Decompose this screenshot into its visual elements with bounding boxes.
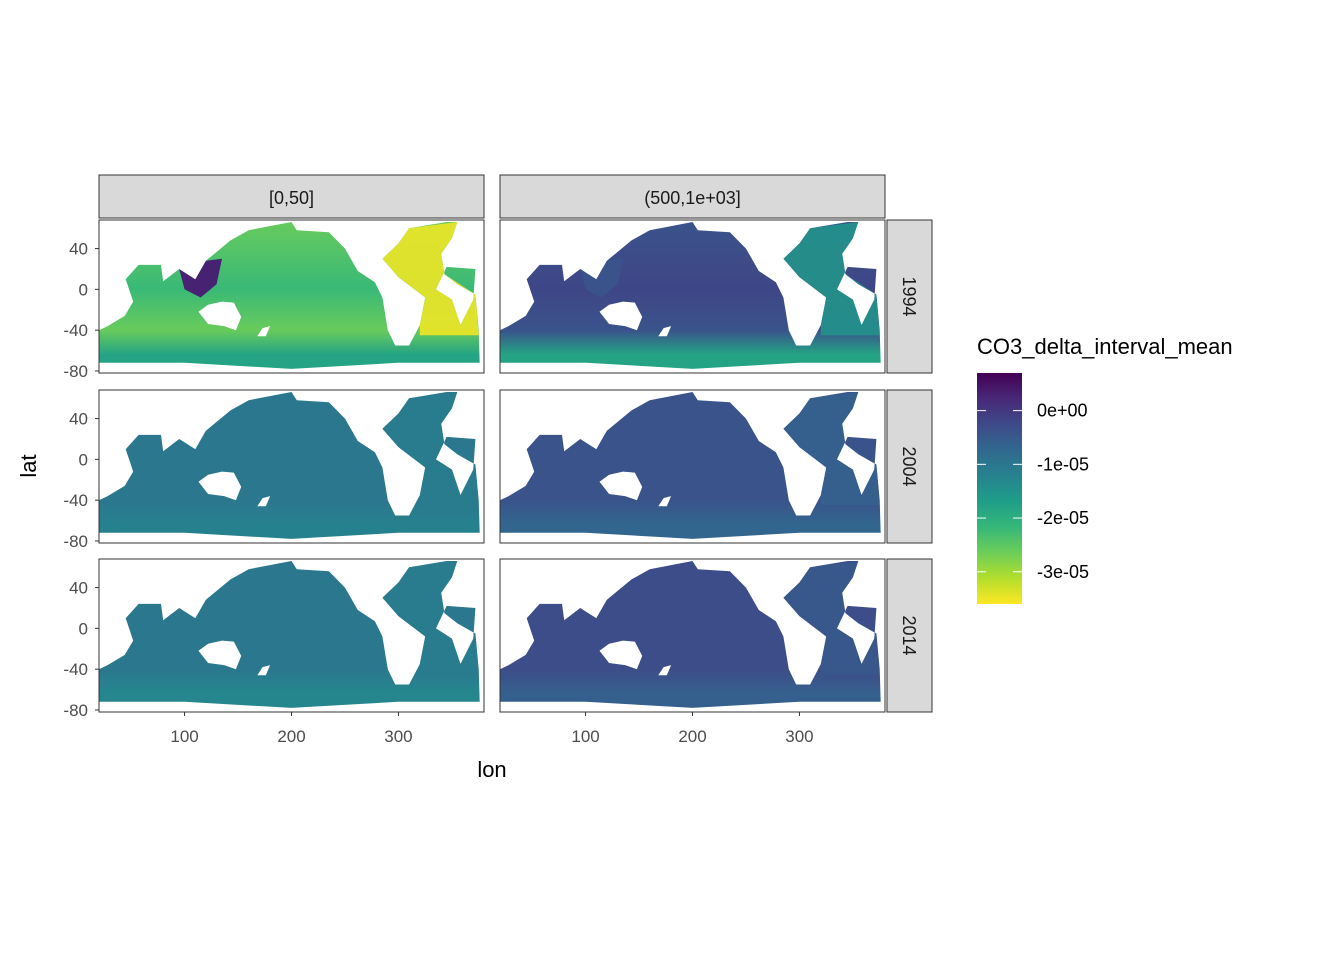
x-tick-label: 100 [571, 727, 599, 746]
column-strip-1 [98, 174, 485, 219]
facet-panels [98, 219, 886, 713]
x-tick-label: 300 [785, 727, 813, 746]
panel-[0,50]-1994 [98, 219, 485, 374]
column-strip-label-2: (500,1e+03] [644, 188, 741, 208]
row-strip-label-3: 2014 [899, 615, 919, 655]
x-tick-label: 200 [277, 727, 305, 746]
x-tick-label: 300 [384, 727, 412, 746]
axes: 40 0 -40 -80 40 0 -40 -80 40 0 -40 -80 100 200 300 100 2… [63, 240, 813, 746]
panel-[0,50]-2014 [98, 558, 485, 713]
y-axis-title: lat [16, 454, 41, 477]
row-strip-2 [886, 389, 933, 544]
x-tick-label: 100 [170, 727, 198, 746]
y-tick-label: -80 [63, 362, 88, 381]
marginal-seas-region [580, 258, 623, 298]
row-strip-3 [886, 558, 933, 713]
row-strip-label-1: 1994 [899, 276, 919, 316]
panel-[0,50]-2004 [98, 389, 485, 544]
colorbar [977, 373, 1022, 604]
marginal-seas-region [580, 597, 623, 637]
y-tick-label: 40 [69, 579, 88, 598]
y-tick-label: -40 [63, 321, 88, 340]
marginal-seas-region [179, 428, 222, 468]
column-strips: [0,50] (500,1e+03] [98, 174, 886, 219]
colorbar-legend: CO3_delta_interval_mean 0e+00 -1e-05 -2e-0… [977, 334, 1233, 604]
y-tick-label: -40 [63, 491, 88, 510]
colorbar-ticks: 0e+00 -1e-05 -2e-05 -3e-05 [977, 401, 1089, 582]
y-tick-label: 0 [79, 450, 88, 469]
y-tick-label: 0 [79, 280, 88, 299]
panel-border [499, 219, 886, 374]
colorbar-tick-label: -1e-05 [1037, 454, 1089, 474]
y-tick-label: -40 [63, 660, 88, 679]
y-tick-label: 40 [69, 240, 88, 259]
panel-border [499, 389, 886, 544]
column-strip-label-1: [0,50] [269, 188, 314, 208]
panel-(500,1e+03]-2004 [499, 389, 886, 544]
panel-(500,1e+03]-1994 [499, 219, 886, 374]
colorbar-tick-label: -3e-05 [1037, 562, 1089, 582]
panel-border [98, 219, 485, 374]
marginal-seas-region [179, 597, 222, 637]
row-strip-1 [886, 219, 933, 374]
panel-border [98, 389, 485, 544]
x-tick-label: 200 [678, 727, 706, 746]
y-tick-label: 40 [69, 410, 88, 429]
row-strips: 1994 2004 2014 [886, 219, 933, 713]
row-strip-label-2: 2004 [899, 446, 919, 486]
panel-(500,1e+03]-2014 [499, 558, 886, 713]
marginal-seas-region [179, 258, 222, 298]
y-tick-label: 0 [79, 619, 88, 638]
column-strip-2 [499, 174, 886, 219]
legend-title: CO3_delta_interval_mean [977, 334, 1233, 359]
y-tick-label: -80 [63, 701, 88, 720]
marginal-seas-region [580, 428, 623, 468]
colorbar-tick-label: 0e+00 [1037, 401, 1088, 421]
colorbar-tick-label: -2e-05 [1037, 508, 1089, 528]
y-tick-label: -80 [63, 532, 88, 551]
x-axis-title: lon [477, 757, 506, 782]
